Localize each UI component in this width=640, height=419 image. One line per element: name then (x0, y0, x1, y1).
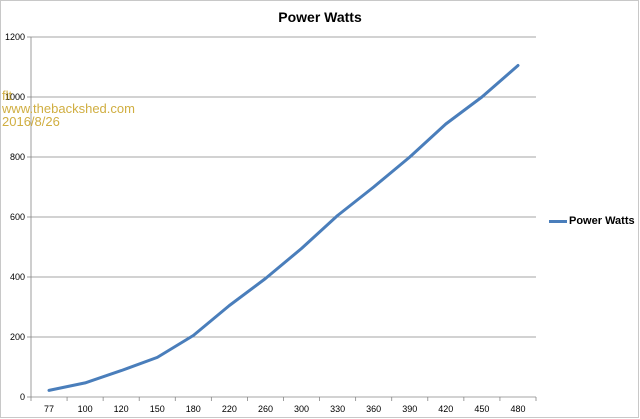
chart-title: Power Watts (278, 9, 362, 25)
x-tick-label: 420 (438, 404, 453, 414)
x-tick-label: 77 (44, 404, 54, 414)
data-point (119, 369, 123, 372)
data-point (480, 95, 484, 99)
legend-swatch (549, 219, 567, 223)
legend: Power Watts (549, 215, 635, 227)
data-point (372, 185, 375, 189)
data-point (444, 122, 448, 126)
data-point (83, 381, 87, 385)
data-point (408, 155, 411, 159)
data-point (336, 214, 339, 217)
legend-label: Power Watts (569, 215, 635, 227)
y-tick-label: 600 (10, 212, 25, 222)
data-point (47, 389, 51, 392)
x-tick-label: 480 (510, 404, 525, 414)
series-group (47, 64, 520, 392)
y-tick-label: 0 (20, 392, 25, 402)
x-tick-label: 120 (114, 404, 129, 414)
x-tick-label: 330 (330, 404, 345, 414)
x-tick-label: 360 (366, 404, 381, 414)
y-tick-label: 1000 (5, 92, 25, 102)
data-point (516, 64, 520, 67)
y-tick-label: 800 (10, 152, 25, 162)
data-point (264, 277, 267, 280)
x-tick-label: 100 (78, 404, 93, 414)
data-point (156, 356, 159, 359)
x-tick-label: 390 (402, 404, 417, 414)
y-tick-label: 200 (10, 332, 25, 342)
x-tick-label: 300 (294, 404, 309, 414)
x-tick-label: 450 (474, 404, 489, 414)
y-tick-label: 1200 (5, 32, 25, 42)
y-tick-label: 400 (10, 272, 25, 282)
data-point (228, 304, 231, 307)
x-tick-label: 150 (150, 404, 165, 414)
data-point (300, 247, 303, 250)
data-point (192, 334, 195, 337)
gridlines (31, 36, 536, 338)
axes (27, 36, 537, 401)
x-tick-label: 220 (222, 404, 237, 414)
x-tick-label: 180 (186, 404, 201, 414)
x-tick-label: 260 (258, 404, 273, 414)
x-tick-labels: 77 100 120 150 180 220 260 300 330 360 390 420 450 48… (44, 404, 525, 414)
y-tick-labels: 0 200 400 600 800 1000 1200 (5, 32, 25, 402)
series-line-power-watts (47, 64, 520, 392)
